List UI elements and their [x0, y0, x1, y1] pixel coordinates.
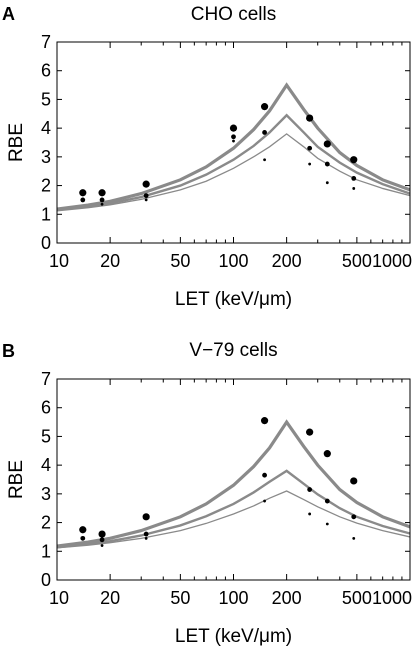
y-axis-label: RBE	[6, 123, 27, 162]
data-point-medium	[307, 145, 313, 151]
x-tick-label: 1000	[372, 251, 412, 271]
chart-title: V−79 cells	[189, 340, 277, 361]
y-tick-label: 0	[41, 233, 51, 253]
data-point-small	[325, 522, 329, 526]
panel-letter: A	[2, 4, 15, 24]
series-medium-curve-line	[56, 113, 411, 212]
data-point-small	[100, 544, 104, 547]
chart-panel-a: A CHO cells 0 1 2 3 4 5 6 7 10 20 50 100 200 500 1000 LET…	[2, 4, 412, 310]
x-tick-label: 50	[170, 588, 190, 608]
data-point-small	[100, 202, 104, 206]
y-tick-label: 5	[41, 426, 51, 446]
series-thick-curve-line	[56, 82, 411, 211]
x-tick-label: 100	[218, 251, 248, 271]
data-point-large	[98, 189, 106, 197]
series-thin-curve-line	[56, 133, 411, 212]
x-tick-label: 20	[100, 588, 120, 608]
data-point-small	[325, 181, 329, 185]
data-point-large	[350, 477, 358, 485]
y-tick-label: 2	[41, 513, 51, 533]
chart-panel-b: B V−79 cells 0 1 2 3 4 5 6 7 10 20 50 100 200 500 1000 LE…	[2, 340, 412, 647]
plot-frame	[56, 41, 411, 244]
data-point-medium	[324, 161, 330, 167]
data-point-small	[263, 158, 266, 162]
data-point-medium	[351, 514, 357, 520]
data-point-medium	[143, 193, 149, 199]
data-point-large	[142, 180, 150, 188]
data-point-large	[350, 156, 358, 164]
data-point-small	[144, 198, 148, 202]
data-point-small	[232, 139, 235, 143]
x-tick-label: 10	[49, 251, 69, 271]
x-axis-label: LET (keV/μm)	[175, 289, 292, 310]
chart-title: CHO cells	[191, 4, 277, 25]
y-tick-label: 3	[41, 484, 51, 504]
data-point-large	[306, 114, 314, 122]
y-tick-label: 7	[41, 369, 51, 389]
y-tick-label: 3	[41, 147, 51, 167]
y-tick-label: 1	[41, 204, 51, 224]
y-tick-label: 7	[41, 32, 51, 52]
data-point-small	[263, 499, 266, 503]
y-axis-label: RBE	[6, 460, 27, 499]
data-point-large	[79, 189, 87, 197]
y-tick-label: 6	[41, 61, 51, 81]
data-point-small	[308, 512, 312, 516]
data-point-medium	[307, 487, 313, 492]
series-thin-curve-line	[56, 490, 411, 549]
x-axis-label: LET (keV/μm)	[175, 626, 292, 647]
data-point-large	[306, 428, 314, 436]
data-point-large	[98, 530, 106, 538]
x-tick-label: 1000	[372, 588, 412, 608]
data-point-medium	[80, 535, 86, 541]
data-point-medium	[231, 134, 236, 140]
data-point-medium	[80, 197, 86, 203]
data-point-medium	[143, 531, 149, 537]
x-tick-label: 200	[272, 251, 302, 271]
data-point-large	[229, 124, 238, 132]
data-point-medium	[262, 472, 267, 478]
data-point-medium	[99, 197, 105, 203]
y-tick-label: 0	[41, 570, 51, 590]
data-point-medium	[262, 130, 267, 135]
y-tick-label: 4	[41, 118, 51, 138]
data-point-medium	[351, 175, 357, 181]
data-point-small	[144, 536, 148, 540]
y-tick-label: 1	[41, 541, 51, 561]
data-point-large	[323, 450, 331, 458]
data-point-large	[79, 526, 87, 534]
data-point-large	[260, 103, 269, 111]
x-tick-label: 50	[170, 251, 190, 271]
y-tick-label: 6	[41, 398, 51, 418]
x-tick-label: 500	[342, 251, 372, 271]
y-tick-label: 4	[41, 455, 51, 475]
series-medium-curve-line	[56, 469, 411, 549]
data-point-large	[323, 140, 331, 148]
data-point-medium	[324, 498, 330, 504]
x-tick-label: 100	[218, 588, 248, 608]
data-point-large	[260, 417, 269, 425]
x-tick-label: 500	[342, 588, 372, 608]
x-tick-label: 10	[49, 588, 69, 608]
x-tick-label: 20	[100, 251, 120, 271]
data-point-small	[352, 536, 356, 540]
series-thick-curve-line	[56, 419, 411, 548]
y-tick-label: 2	[41, 176, 51, 196]
y-tick-label: 5	[41, 89, 51, 109]
data-point-small	[352, 187, 356, 190]
data-point-medium	[99, 537, 105, 543]
data-point-small	[308, 162, 312, 166]
plot-frame	[56, 378, 411, 581]
x-tick-label: 200	[272, 588, 302, 608]
panel-letter: B	[2, 341, 15, 361]
data-point-large	[142, 513, 150, 521]
